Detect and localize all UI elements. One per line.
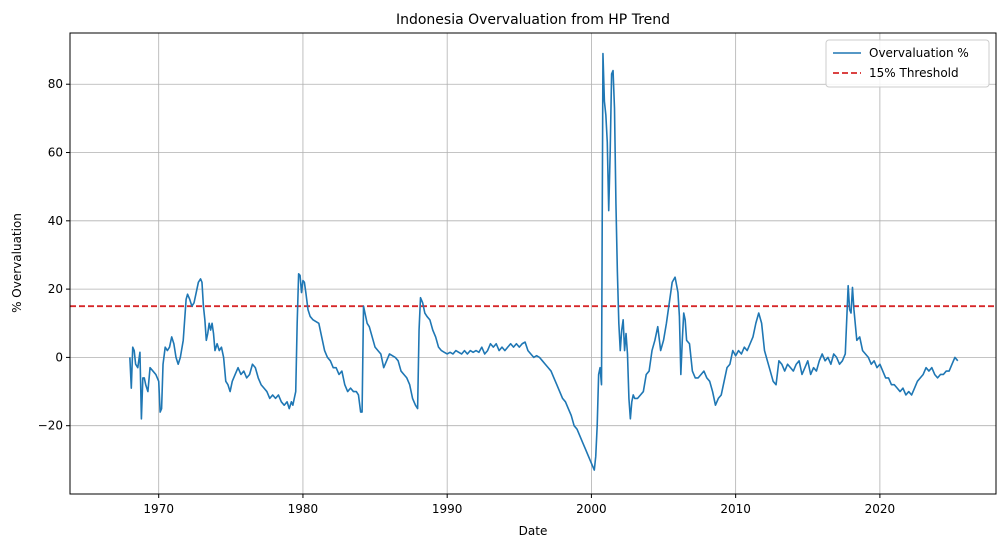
y-tick-label: 20 <box>48 282 63 296</box>
plot-frame <box>69 32 997 495</box>
y-tick-label: 40 <box>48 214 63 228</box>
x-tick-label: 2020 <box>865 502 896 516</box>
x-axis-label: Date <box>519 524 548 538</box>
chart-title: Indonesia Overvaluation from HP Trend <box>396 12 670 28</box>
y-tick-label: 0 <box>55 350 63 364</box>
x-tick-label: 1980 <box>288 502 319 516</box>
x-tick-label: 1990 <box>432 502 463 516</box>
series-line-overvaluation <box>129 52 959 471</box>
plot-area <box>70 52 996 471</box>
y-axis-ticks: −20 0 20 40 60 80 <box>38 77 70 433</box>
x-tick-label: 2000 <box>576 502 607 516</box>
y-tick-label: 80 <box>48 77 63 91</box>
y-tick-label: −20 <box>38 419 63 433</box>
legend-label-overvaluation: Overvaluation % <box>869 46 969 60</box>
y-tick-label: 60 <box>48 146 63 160</box>
x-tick-label: 1970 <box>143 502 174 516</box>
y-axis-label: % Overvaluation <box>10 213 24 313</box>
legend: Overvaluation % 15% Threshold <box>825 39 990 88</box>
x-tick-label: 2010 <box>720 502 751 516</box>
x-axis-ticks: 1970 1980 1990 2000 2010 2020 <box>143 494 895 516</box>
legend-box <box>825 39 990 88</box>
legend-label-threshold: 15% Threshold <box>869 66 959 80</box>
